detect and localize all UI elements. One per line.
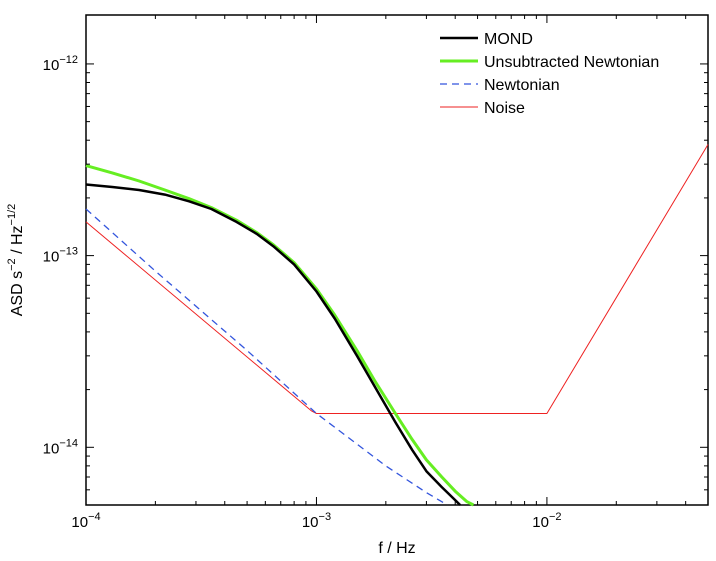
legend-label-unsubtracted-newtonian: Unsubtracted Newtonian: [484, 54, 659, 71]
series-line-newtonian: [85, 208, 448, 506]
series-layer: [85, 144, 709, 507]
plot-frame: [85, 14, 709, 506]
legend-label-newtonian: Newtonian: [484, 77, 560, 94]
x-tick-label: 10−4: [71, 511, 100, 531]
y-axis-label: ASD s−2 / Hz−1/2: [6, 204, 26, 317]
y-tick-label: 10−13: [43, 246, 78, 266]
y-tick-label: 10−14: [43, 437, 78, 457]
legend: MOND Unsubtracted Newtonian Newtonian Noise: [440, 31, 659, 117]
legend-label-noise: Noise: [484, 100, 525, 117]
x-axis-label: f / Hz: [378, 540, 415, 557]
x-tick-label: 10−2: [532, 511, 561, 531]
series-line-noise: [85, 144, 709, 414]
series-line-unsubtracted-newtonian: [85, 164, 475, 507]
x-tick-label: 10−3: [302, 511, 331, 531]
legend-label-mond: MOND: [484, 31, 533, 48]
ticks-layer: 10−4 10−3 10−2 10−14 10−13 10−12: [43, 15, 709, 531]
y-tick-label: 10−12: [43, 54, 78, 74]
series-line-mond: [85, 183, 461, 506]
